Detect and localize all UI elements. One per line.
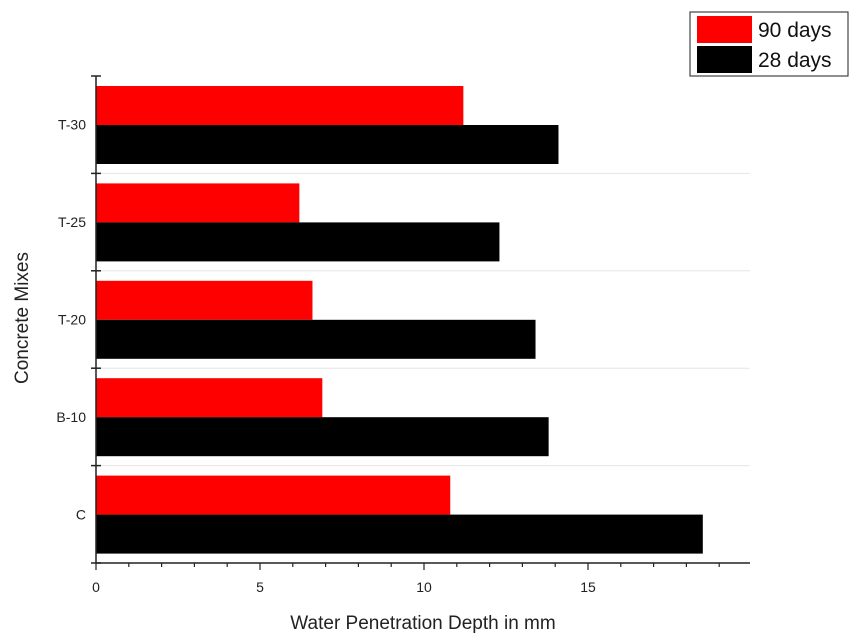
bar-28-days-T-30	[96, 125, 559, 164]
y-ticks-group: C B-10 T-20 T-25 T-30	[56, 75, 101, 564]
x-tick-label: 10	[416, 579, 432, 595]
y-axis-title: Concrete Mixes	[12, 252, 33, 384]
bar-28-days-B-10	[96, 417, 549, 457]
bar-28-days-T-25	[96, 222, 500, 262]
x-ticks-group: 0 5 10 15	[92, 563, 720, 595]
x-tick-label: 5	[256, 579, 264, 595]
x-tick-label: 15	[580, 579, 596, 595]
x-tick-label: 0	[92, 579, 100, 595]
y-tick-label: T-30	[58, 117, 86, 133]
y-tick-label: B-10	[56, 409, 86, 425]
x-axis-title: Water Penetration Depth in mm	[290, 613, 555, 634]
bar-28-days-C	[96, 514, 703, 554]
bar-90-days-C	[96, 475, 451, 515]
legend-label: 90 days	[758, 19, 832, 42]
legend-swatch-90-days	[697, 16, 752, 43]
legend-swatch-28-days	[697, 46, 752, 73]
bar-90-days-T-30	[96, 86, 464, 125]
y-tick-label: C	[76, 506, 86, 522]
bar-90-days-B-10	[96, 378, 323, 418]
bars-group	[96, 86, 750, 554]
y-tick-label: T-25	[58, 214, 86, 230]
bar-28-days-T-20	[96, 319, 536, 359]
legend: 90 days 28 days	[689, 11, 849, 77]
bar-90-days-T-20	[96, 280, 313, 320]
y-tick-label: T-20	[58, 312, 86, 328]
bar-90-days-T-25	[96, 183, 300, 223]
legend-label: 28 days	[758, 49, 832, 72]
